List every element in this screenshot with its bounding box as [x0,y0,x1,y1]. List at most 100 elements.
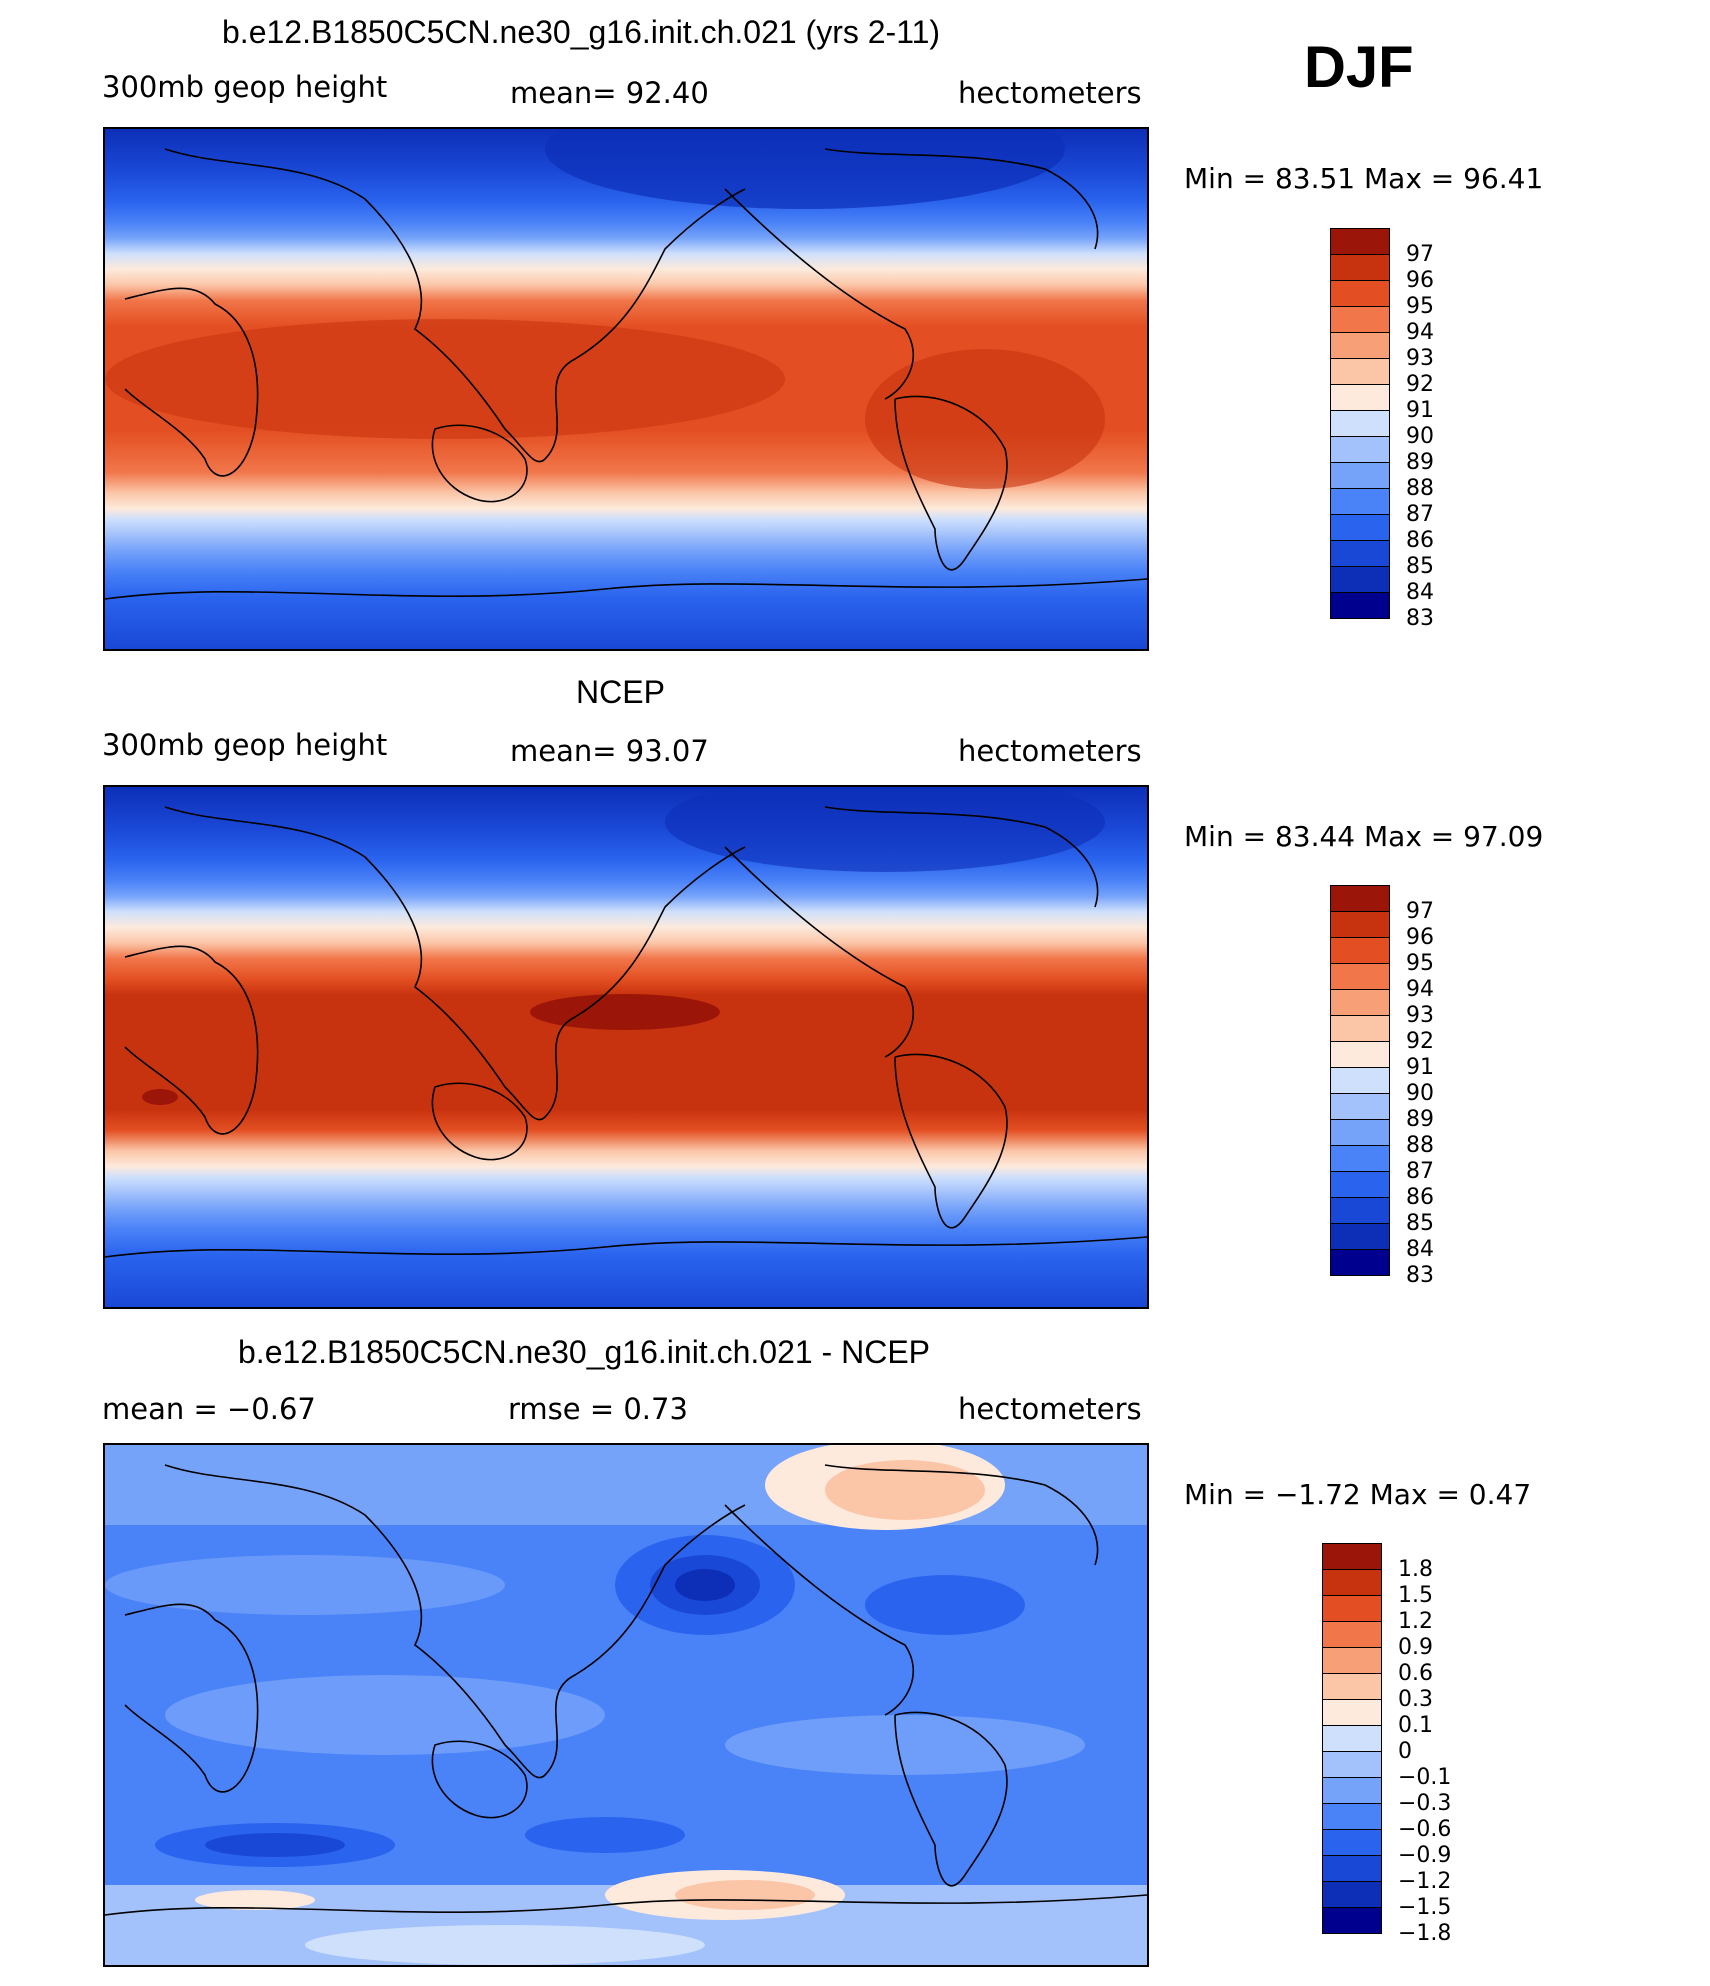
colorbar-swatch [1330,436,1390,463]
colorbar-swatch [1322,1699,1382,1726]
colorbar-swatch [1330,885,1390,912]
colorbar-label: 88 [1406,1133,1434,1158]
colorbar-label: 83 [1406,1263,1434,1288]
colorbar-label: 84 [1406,1237,1434,1262]
colorbar-swatch [1330,1171,1390,1198]
colorbar-label: 92 [1406,372,1434,397]
colorbar-label: −1.5 [1398,1895,1452,1920]
colorbar-label: 1.5 [1398,1583,1433,1608]
colorbar-swatch [1330,1041,1390,1068]
colorbar-label: 0 [1398,1739,1412,1764]
contour-field [105,1445,1147,1965]
colorbar-label: −0.1 [1398,1765,1452,1790]
colorbar-label: 87 [1406,502,1434,527]
colorbar-label: −1.8 [1398,1921,1452,1946]
colorbar-label: 92 [1406,1029,1434,1054]
colorbar-label: 89 [1406,450,1434,475]
colorbar-label: 95 [1406,294,1434,319]
colorbar-swatch [1330,462,1390,489]
contour-field [105,129,1147,649]
colorbar-swatch [1322,1569,1382,1596]
colorbar-label: 0.9 [1398,1635,1433,1660]
colorbar-label: 1.8 [1398,1557,1433,1582]
colorbar-label: 84 [1406,580,1434,605]
units-label: hectometers [958,734,1142,768]
colorbar-label: 83 [1406,606,1434,631]
colorbar-swatch [1330,592,1390,619]
mean-label: mean= 93.07 [510,734,709,768]
colorbar-swatch [1330,540,1390,567]
variable-label: 300mb geop height [102,728,388,762]
colorbar-swatch [1330,280,1390,307]
colorbar-swatch [1330,1223,1390,1250]
colorbar-swatch [1322,1621,1382,1648]
colorbar-swatch [1330,1067,1390,1094]
rmse-label: rmse = 0.73 [508,1392,688,1426]
colorbar-label: −0.6 [1398,1817,1452,1842]
contour-field [105,787,1147,1307]
colorbar-swatch [1322,1673,1382,1700]
colorbar-label: 94 [1406,977,1434,1002]
colorbar-label: 87 [1406,1159,1434,1184]
coastlines [105,1464,1147,1916]
colorbar-label: 95 [1406,951,1434,976]
colorbar-swatch [1330,989,1390,1016]
colorbar-swatch [1330,1145,1390,1172]
colorbar-swatch [1330,1119,1390,1146]
colorbar-swatch [1330,937,1390,964]
colorbar-label: −1.2 [1398,1869,1452,1894]
colorbar-swatch [1330,306,1390,333]
colorbar-swatch [1322,1907,1382,1934]
colorbar-label: 0.6 [1398,1661,1433,1686]
colorbar-swatch [1322,1751,1382,1778]
colorbar-label: 93 [1406,1003,1434,1028]
colorbar-swatch [1322,1803,1382,1830]
colorbar-label: 97 [1406,899,1434,924]
colorbar-swatch [1330,1249,1390,1276]
colorbar-label: 1.2 [1398,1609,1433,1634]
colorbar-swatch [1322,1855,1382,1882]
colorbar-swatch [1330,254,1390,281]
colorbar-swatch [1322,1881,1382,1908]
colorbar-label: 86 [1406,1185,1434,1210]
colorbar-swatch [1330,488,1390,515]
variable-label: 300mb geop height [102,70,388,104]
colorbar-label: 96 [1406,268,1434,293]
units-label: hectometers [958,76,1142,110]
mean-label: mean = −0.67 [102,1392,316,1426]
min-max-label: Min = −1.72 Max = 0.47 [1184,1478,1532,1511]
mean-label: mean= 92.40 [510,76,709,110]
coastlines [105,806,1147,1258]
colorbar-swatch [1330,566,1390,593]
colorbar-label: 96 [1406,925,1434,950]
colorbar-swatch [1322,1777,1382,1804]
colorbar-label: 90 [1406,1081,1434,1106]
colorbar-swatch [1322,1725,1382,1752]
colorbar-swatch [1330,384,1390,411]
colorbar-swatch [1322,1647,1382,1674]
map-plot [103,127,1149,651]
colorbar-label: 93 [1406,346,1434,371]
colorbar-label: 0.3 [1398,1687,1433,1712]
colorbar-swatch [1322,1543,1382,1570]
colorbar-swatch [1330,963,1390,990]
colorbar-swatch [1330,514,1390,541]
panel-title: b.e12.B1850C5CN.ne30_g16.init.ch.021 (yr… [222,14,941,50]
season-label: DJF [1304,35,1414,100]
colorbar-swatch [1322,1595,1382,1622]
map-plot [103,1443,1149,1967]
min-max-label: Min = 83.51 Max = 96.41 [1184,162,1544,195]
colorbar-swatch [1330,1093,1390,1120]
colorbar-label: −0.3 [1398,1791,1452,1816]
colorbar-label: 88 [1406,476,1434,501]
panel-title: NCEP [576,674,665,710]
colorbar-label: 97 [1406,242,1434,267]
panel-title: b.e12.B1850C5CN.ne30_g16.init.ch.021 - N… [238,1334,930,1370]
colorbar-label: 90 [1406,424,1434,449]
map-plot [103,785,1149,1309]
colorbar-label: 94 [1406,320,1434,345]
colorbar-swatch [1330,332,1390,359]
units-label: hectometers [958,1392,1142,1426]
colorbar-label: 0.1 [1398,1713,1433,1738]
